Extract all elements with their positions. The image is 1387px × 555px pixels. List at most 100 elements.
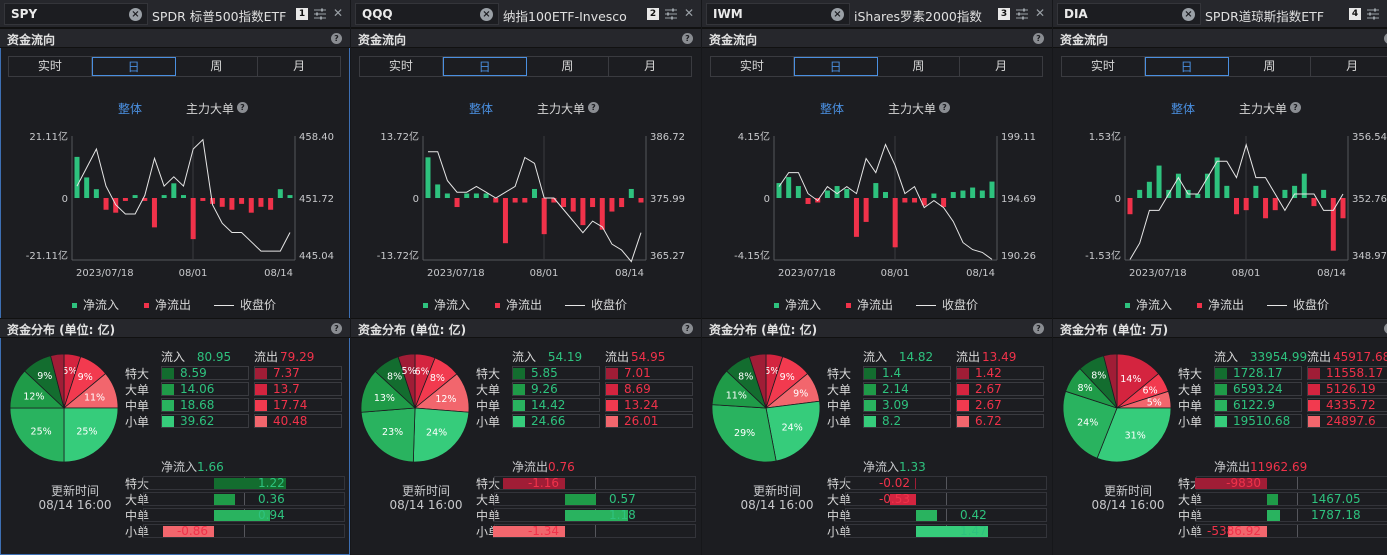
outflow-value: 13.7	[273, 382, 300, 396]
help-icon[interactable]: ?	[1384, 323, 1387, 334]
subtab-main-large[interactable]: 主力大单	[537, 102, 586, 116]
subtab-help-icon[interactable]: ?	[237, 102, 248, 113]
settings-sliders-icon[interactable]	[1367, 8, 1379, 20]
clear-icon[interactable]: ×	[831, 8, 844, 21]
inflow-swatch	[864, 416, 876, 427]
tab-day[interactable]: 日	[442, 57, 527, 76]
outflow-total-value: 13.49	[982, 350, 1017, 364]
flow-bar	[103, 198, 109, 210]
flow-bar	[970, 187, 976, 198]
outflow-cell: 7.01	[605, 366, 693, 380]
tab-week[interactable]: 周	[1229, 57, 1312, 76]
close-price-line	[778, 143, 993, 260]
net-flow-bar	[916, 526, 988, 537]
pie-label: 8%	[387, 372, 402, 383]
settings-sliders-icon[interactable]	[1016, 8, 1028, 20]
tab-week[interactable]: 周	[176, 57, 259, 76]
inflow-cell: 1728.17	[1214, 366, 1302, 380]
inflow-value: 6122.9	[1233, 398, 1275, 412]
tab-realtime[interactable]: 实时	[711, 57, 794, 76]
help-icon[interactable]: ?	[331, 323, 342, 334]
pie-label: 9%	[780, 372, 795, 383]
settings-sliders-icon[interactable]	[665, 8, 677, 20]
net-flow-value-cell: 0.94	[258, 508, 285, 522]
tab-month[interactable]: 月	[995, 59, 1008, 73]
subtab-overall[interactable]: 整体	[1171, 102, 1196, 116]
clear-icon[interactable]: ×	[1182, 8, 1195, 21]
tab-day[interactable]: 日	[91, 57, 176, 76]
tab-day[interactable]: 日	[1144, 57, 1229, 76]
subtab-main-large[interactable]: 主力大单	[186, 102, 235, 116]
tab-month[interactable]: 月	[293, 59, 306, 73]
outflow-swatch	[1308, 368, 1320, 379]
tab-week[interactable]: 周	[878, 57, 961, 76]
clear-icon[interactable]: ×	[129, 8, 142, 21]
update-time: 08/14 16:00	[1091, 498, 1165, 512]
flow-section-title: 资金流向	[358, 33, 407, 47]
tab-realtime[interactable]: 实时	[360, 57, 443, 76]
flow-bar	[1224, 185, 1230, 198]
symbol-input[interactable]: IWM ×	[706, 3, 850, 25]
net-flow-label: 净流出	[512, 460, 549, 474]
flow-bar	[902, 198, 908, 203]
outflow-swatch	[606, 384, 618, 395]
update-time: 08/14 16:00	[740, 498, 814, 512]
x-label-start: 2023/07/18	[1129, 268, 1187, 279]
zero-line	[1297, 525, 1298, 537]
help-icon[interactable]: ?	[1384, 33, 1387, 44]
settings-sliders-icon[interactable]	[314, 8, 326, 20]
outflow-swatch	[1308, 400, 1320, 411]
help-icon[interactable]: ?	[1033, 323, 1044, 334]
flow-bar	[1311, 198, 1317, 207]
help-icon[interactable]: ?	[1033, 33, 1044, 44]
net-flow-value-cell: 0.42	[960, 508, 987, 522]
subtab-overall[interactable]: 整体	[118, 102, 143, 116]
flow-axis-zero: 0	[62, 194, 68, 205]
subtab-main-large[interactable]: 主力大单	[888, 102, 937, 116]
subtab-main-large[interactable]: 主力大单	[1239, 102, 1288, 116]
symbol-input[interactable]: QQQ ×	[355, 3, 499, 25]
tab-realtime[interactable]: 实时	[1062, 57, 1145, 76]
outflow-total-label: 流出	[956, 350, 981, 364]
x-label-mid: 08/01	[179, 268, 208, 279]
outflow-value: 13.24	[624, 398, 659, 412]
flow-bar	[590, 198, 596, 208]
symbol-text: DIA	[1064, 7, 1088, 21]
outflow-total-value: 54.95	[631, 350, 666, 364]
tab-month[interactable]: 月	[644, 59, 657, 73]
clear-icon[interactable]: ×	[480, 8, 493, 21]
symbol-input[interactable]: DIA ×	[1057, 3, 1201, 25]
subtab-help-icon[interactable]: ?	[588, 102, 599, 113]
help-icon[interactable]: ?	[682, 33, 693, 44]
outflow-value: 6.72	[975, 414, 1002, 428]
subtab-help-icon[interactable]: ?	[939, 102, 950, 113]
flow-bar	[638, 198, 644, 203]
row-label: 大单	[476, 383, 501, 397]
flow-bar	[570, 198, 576, 212]
close-panel-icon[interactable]: ✕	[333, 6, 344, 20]
subtab-overall[interactable]: 整体	[820, 102, 845, 116]
outflow-swatch	[957, 384, 969, 395]
legend-inflow-label: 净流入	[83, 298, 120, 312]
flow-bar	[580, 198, 586, 226]
tab-realtime[interactable]: 实时	[9, 57, 92, 76]
help-icon[interactable]: ?	[331, 33, 342, 44]
close-panel-icon[interactable]: ✕	[1035, 6, 1046, 20]
flow-bar	[435, 184, 441, 198]
legend-outflow-label: 净流出	[1208, 298, 1245, 312]
outflow-swatch	[957, 368, 969, 379]
tab-week[interactable]: 周	[527, 57, 610, 76]
tab-day[interactable]: 日	[793, 57, 878, 76]
price-axis-mid: 375.99	[650, 194, 685, 205]
legend-close: 收盘价	[565, 296, 627, 313]
subtab-overall[interactable]: 整体	[469, 102, 494, 116]
net-flow-row: -9830	[1195, 476, 1387, 490]
help-icon[interactable]: ?	[682, 323, 693, 334]
close-panel-icon[interactable]: ✕	[684, 6, 695, 20]
net-flow-value-cell: 0.36	[258, 492, 285, 506]
symbol-input[interactable]: SPY ×	[4, 3, 148, 25]
flow-axis-bottom: -13.72亿	[377, 249, 419, 262]
subtab-help-icon[interactable]: ?	[1290, 102, 1301, 113]
net-flow-title: 净流出0.76	[512, 458, 575, 475]
tab-month[interactable]: 月	[1346, 59, 1359, 73]
